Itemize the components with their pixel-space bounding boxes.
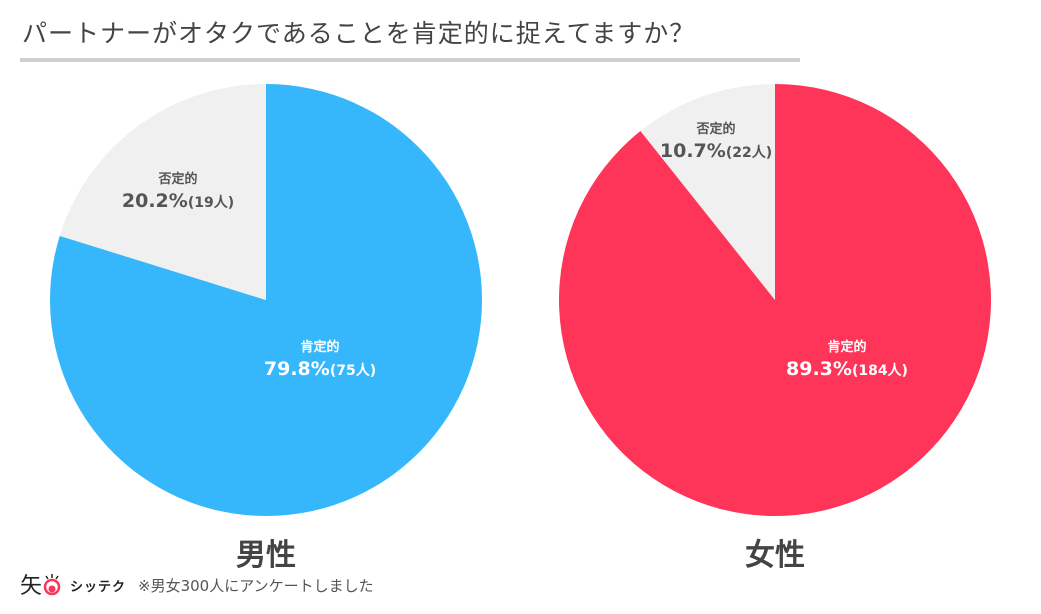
logo-text: シッテク bbox=[70, 579, 127, 595]
slice-label-male-negative: 否定的 bbox=[157, 171, 197, 187]
pie-slice-male-negative bbox=[59, 84, 266, 300]
slice-label-female-positive: 肯定的 bbox=[827, 339, 866, 355]
chart-caption-female: 女性 bbox=[745, 538, 805, 573]
slice-value-female-positive: 89.3%(184人) bbox=[786, 358, 908, 380]
logo-icon: 矢 bbox=[20, 570, 62, 600]
pie-slice-female-negative bbox=[640, 84, 775, 300]
footer: 矢 シッテク ※男女300人にアンケートしました bbox=[20, 570, 374, 600]
slice-value-male-positive: 79.8%(75人) bbox=[264, 358, 376, 380]
chart-caption-male: 男性 bbox=[236, 538, 296, 573]
survey-note: ※男女300人にアンケートしました bbox=[138, 576, 374, 595]
title-underline bbox=[20, 58, 800, 62]
page-title: パートナーがオタクであることを肯定的に捉えてますか？ bbox=[22, 19, 696, 48]
svg-text:矢: 矢 bbox=[20, 574, 42, 599]
slice-label-male-positive: 肯定的 bbox=[300, 339, 339, 355]
slice-value-male-negative: 20.2%(19人) bbox=[122, 190, 234, 212]
slice-label-female-negative: 否定的 bbox=[695, 121, 735, 137]
slice-value-female-negative: 10.7%(22人) bbox=[660, 140, 772, 162]
